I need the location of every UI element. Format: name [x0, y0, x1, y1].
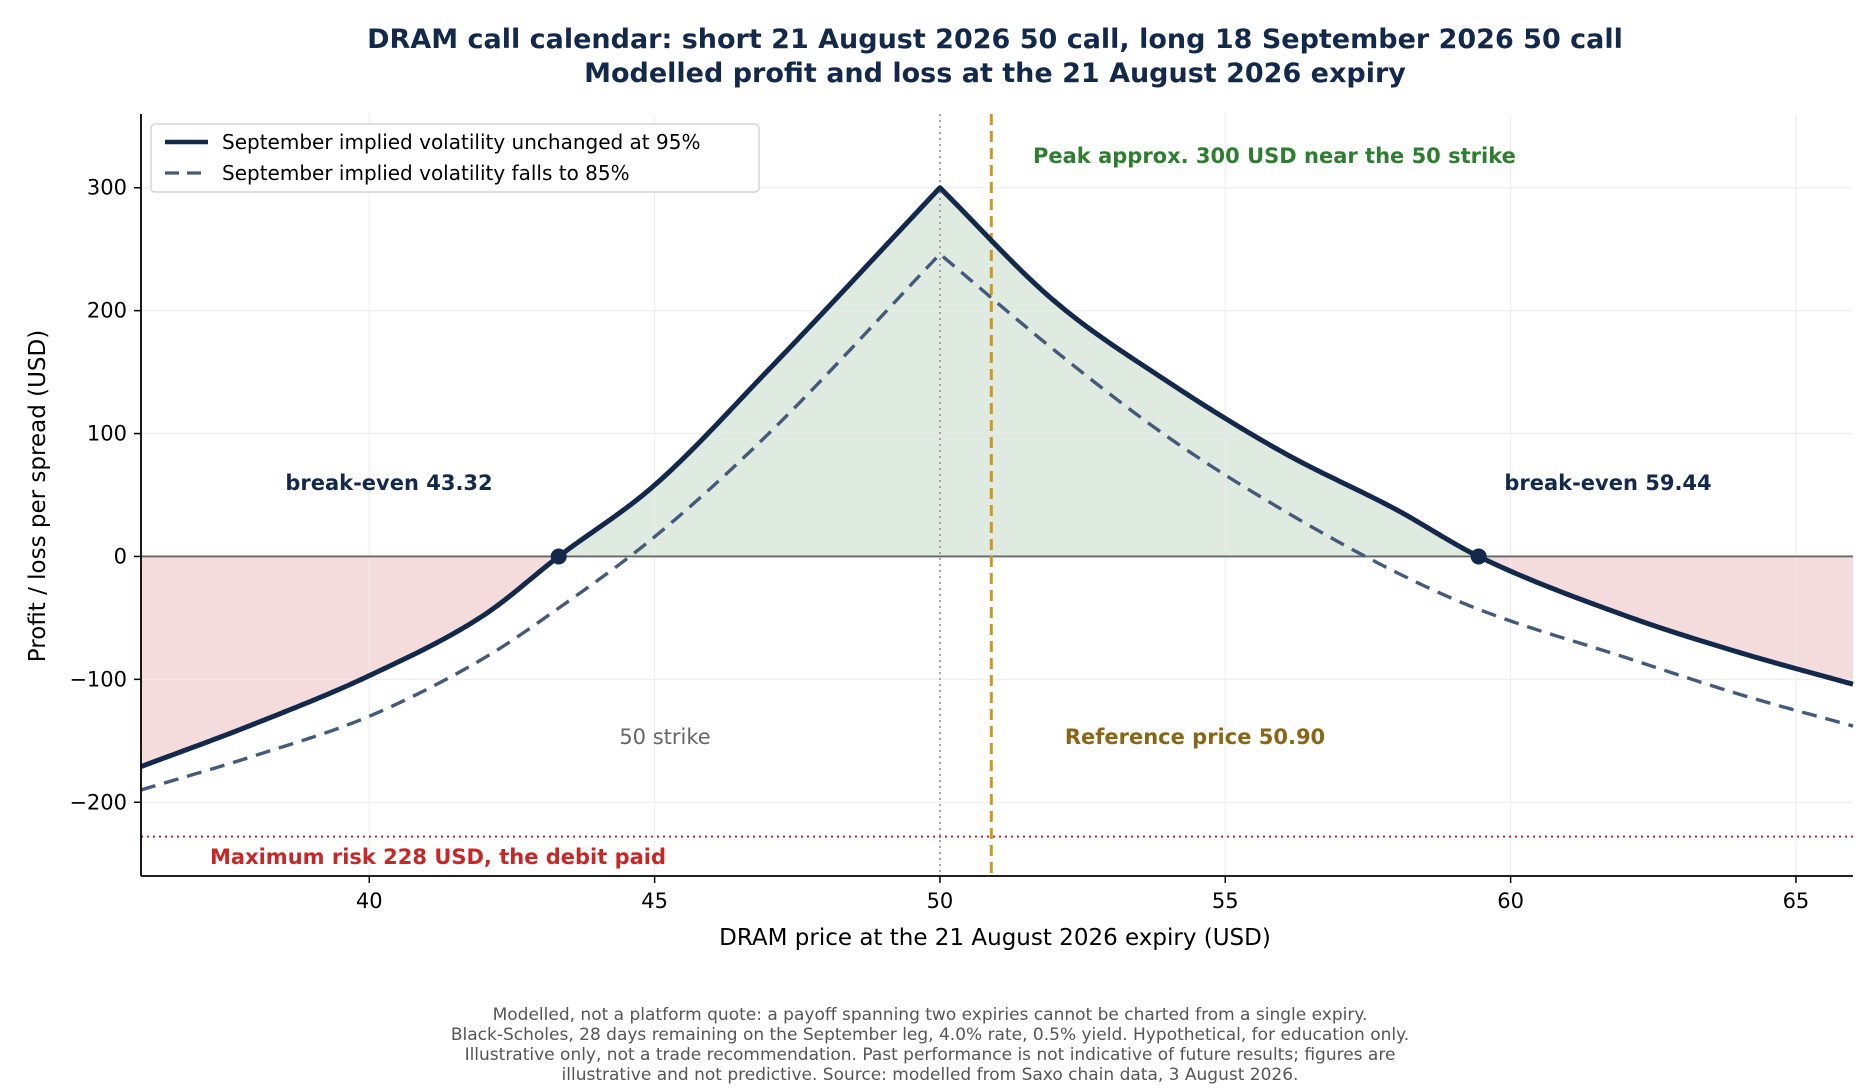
axes-layer	[134, 114, 1853, 883]
footnote: Modelled, not a platform quote: a payoff…	[451, 1005, 1409, 1085]
series-line-vol-unchanged	[140, 185, 1854, 769]
footnote-line-3: Illustrative only, not a trade recommend…	[465, 1045, 1396, 1065]
peak-annotation: Peak approx. 300 USD near the 50 strike	[1033, 144, 1516, 168]
x-tick-label: 60	[1497, 889, 1524, 913]
reference-price-label: Reference price 50.90	[1065, 725, 1325, 749]
break-even-label-2: break-even 59.44	[1504, 471, 1711, 495]
y-tick-label: 0	[114, 544, 127, 568]
max-risk-label: Maximum risk 228 USD, the debit paid	[210, 845, 666, 869]
break-even-marker-1	[550, 548, 567, 565]
fill-layer	[141, 187, 1853, 767]
series-line-vol-falls	[140, 252, 1854, 792]
footnote-line-1: Modelled, not a platform quote: a payoff…	[493, 1005, 1368, 1025]
title-line-1: DRAM call calendar: short 21 August 2026…	[367, 24, 1623, 55]
x-axis-label: DRAM price at the 21 August 2026 expiry …	[719, 925, 1271, 951]
x-tick-label: 65	[1783, 889, 1810, 913]
legend: September implied volatility unchanged a…	[150, 123, 760, 193]
footnote-line-2: Black-Scholes, 28 days remaining on the …	[451, 1025, 1409, 1045]
legend-entry-1: September implied volatility unchanged a…	[222, 130, 700, 154]
loss-fill-left	[141, 556, 559, 767]
loss-fill-right	[1478, 556, 1853, 685]
y-tick-label: 300	[87, 176, 127, 200]
break-even-label-1: break-even 43.32	[285, 471, 492, 495]
chart-title: DRAM call calendar: short 21 August 2026…	[367, 24, 1623, 89]
annotations: Peak approx. 300 USD near the 50 strike b…	[210, 144, 1712, 869]
x-tick-label: 50	[927, 889, 954, 913]
y-axis-label: Profit / loss per spread (USD)	[25, 330, 51, 662]
legend-entry-2: September implied volatility falls to 85…	[222, 161, 630, 185]
y-tick-label: −200	[69, 790, 127, 814]
y-tick-label: 100	[87, 422, 127, 446]
title-line-2: Modelled profit and loss at the 21 Augus…	[584, 58, 1406, 89]
y-tick-label: −100	[69, 667, 127, 691]
series-layer	[140, 185, 1854, 792]
x-tick-label: 55	[1212, 889, 1239, 913]
y-tick-label: 200	[87, 299, 127, 323]
footnote-line-4: illustrative and not predictive. Source:…	[562, 1065, 1299, 1085]
legend-box	[150, 123, 760, 193]
x-tick-label: 40	[356, 889, 383, 913]
profit-fill	[558, 187, 1479, 557]
x-tick-label: 45	[641, 889, 668, 913]
tick-labels: 40 45 50 55 60 65 −200 −100 0 100 200 300	[69, 176, 1809, 913]
strike-label: 50 strike	[619, 725, 710, 749]
break-even-marker-2	[1470, 548, 1487, 565]
